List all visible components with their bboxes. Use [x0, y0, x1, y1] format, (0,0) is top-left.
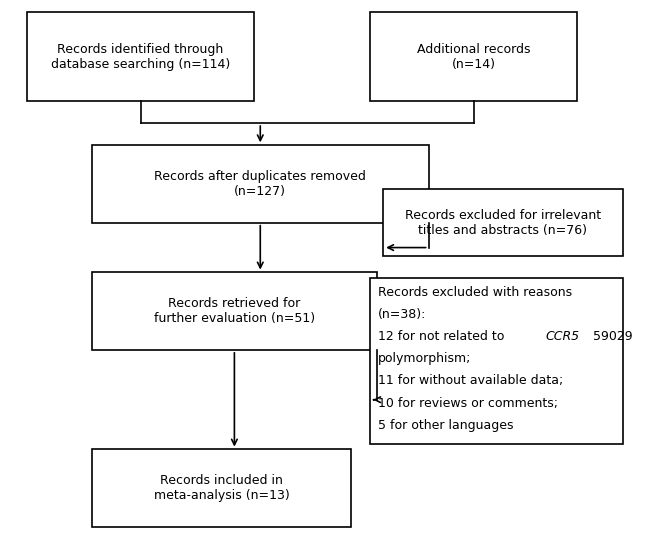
Text: 5 for other languages: 5 for other languages	[378, 419, 514, 431]
Text: Additional records
(n=14): Additional records (n=14)	[417, 43, 530, 71]
FancyBboxPatch shape	[370, 12, 577, 101]
Text: polymorphism;: polymorphism;	[378, 353, 471, 365]
Text: CCR5: CCR5	[545, 330, 580, 343]
Text: (n=38):: (n=38):	[378, 308, 426, 321]
FancyBboxPatch shape	[92, 145, 428, 222]
Text: 12 for not related to: 12 for not related to	[378, 330, 508, 343]
FancyBboxPatch shape	[370, 278, 623, 444]
Text: Records excluded with reasons: Records excluded with reasons	[378, 286, 572, 299]
FancyBboxPatch shape	[27, 12, 254, 101]
FancyBboxPatch shape	[384, 190, 623, 256]
FancyBboxPatch shape	[92, 272, 377, 350]
Text: 59029: 59029	[590, 330, 633, 343]
Text: Records after duplicates removed
(n=127): Records after duplicates removed (n=127)	[154, 170, 366, 198]
Text: Records excluded for irrelevant
titles and abstracts (n=76): Records excluded for irrelevant titles a…	[405, 208, 601, 237]
Text: Records identified through
database searching (n=114): Records identified through database sear…	[51, 43, 230, 71]
Text: 10 for reviews or comments;: 10 for reviews or comments;	[378, 396, 558, 410]
Text: Records included in
meta-analysis (n=13): Records included in meta-analysis (n=13)	[153, 474, 289, 502]
Text: 11 for without available data;: 11 for without available data;	[378, 374, 564, 388]
Text: Records retrieved for
further evaluation (n=51): Records retrieved for further evaluation…	[154, 297, 315, 325]
FancyBboxPatch shape	[92, 449, 351, 527]
